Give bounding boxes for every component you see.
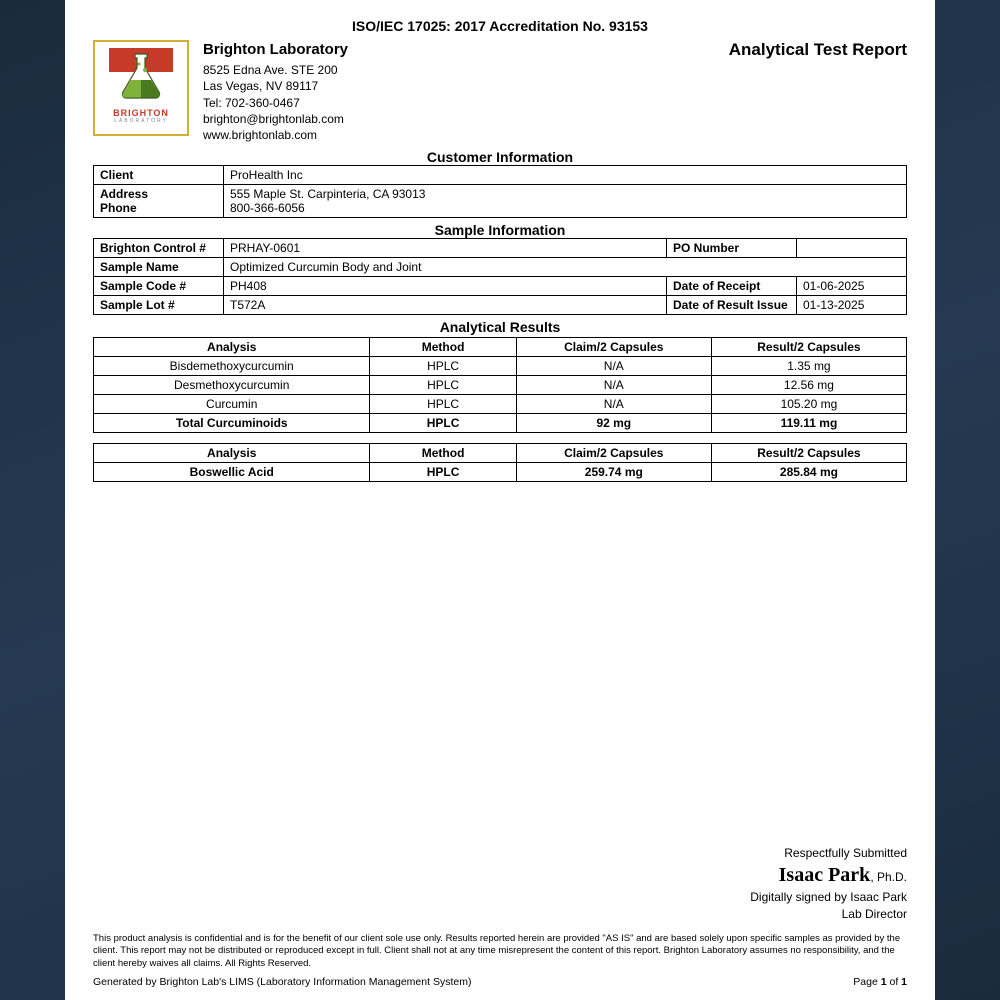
header-row: BRIGHTON LABORATORY Brighton Laboratory … [93,40,907,143]
client-value: ProHealth Inc [224,166,907,185]
code-label: Sample Code # [94,277,224,296]
report-title: Analytical Test Report [729,40,907,60]
address-phone-value: 555 Maple St. Carpinteria, CA 93013 800-… [224,185,907,218]
signer-cred: , Ph.D. [870,870,907,884]
signature-block: Respectfully Submitted Isaac Park, Ph.D.… [93,845,907,923]
sample-section-title: Sample Information [93,222,907,238]
receipt-value: 01-06-2025 [797,277,907,296]
disclaimer: This product analysis is confidential an… [93,933,907,970]
footer-page: Page 1 of 1 [853,976,907,988]
lab-addr2: Las Vegas, NV 89117 [203,78,715,94]
col-analysis: Analysis [94,338,370,357]
lab-tel: Tel: 702-360-0467 [203,95,715,111]
lot-label: Sample Lot # [94,296,224,315]
address-phone-label: Address Phone [94,185,224,218]
lab-name: Brighton Laboratory [203,40,715,60]
digitally-signed: Digitally signed by Isaac Park [93,889,907,906]
footer-generated: Generated by Brighton Lab's LIMS (Labora… [93,976,471,988]
lab-addr1: 8525 Edna Ave. STE 200 [203,62,715,78]
code-value: PH408 [224,277,667,296]
issue-label: Date of Result Issue [667,296,797,315]
table-row: DesmethoxycurcuminHPLCN/A12.56 mg [94,376,907,395]
ctrl-value: PRHAY-0601 [224,239,667,258]
results-table-2: Analysis Method Claim/2 Capsules Result/… [93,443,907,482]
sample-name-value: Optimized Curcumin Body and Joint [224,258,907,277]
signer-name: Isaac Park [779,864,871,886]
respectfully: Respectfully Submitted [93,845,907,862]
table-row: CurcuminHPLCN/A105.20 mg [94,395,907,414]
lot-value: T572A [224,296,667,315]
col-claim: Claim/2 Capsules [516,338,711,357]
lab-web: www.brightonlab.com [203,127,715,143]
signer-line: Isaac Park, Ph.D. [93,861,907,889]
sample-name-label: Sample Name [94,258,224,277]
lab-address-block: Brighton Laboratory 8525 Edna Ave. STE 2… [203,40,715,143]
ctrl-label: Brighton Control # [94,239,224,258]
table-row: BisdemethoxycurcuminHPLCN/A1.35 mg [94,357,907,376]
col-result: Result/2 Capsules [711,338,906,357]
col-method: Method [370,444,516,463]
po-value [797,239,907,258]
results-section-title: Analytical Results [93,319,907,335]
lab-email: brighton@brightonlab.com [203,111,715,127]
customer-info-table: Client ProHealth Inc Address Phone 555 M… [93,165,907,218]
lab-logo: BRIGHTON LABORATORY [93,40,189,136]
customer-section-title: Customer Information [93,149,907,165]
col-method: Method [370,338,516,357]
logo-subtext: LABORATORY [114,118,168,124]
report-page: ISO/IEC 17025: 2017 Accreditation No. 93… [65,0,935,1000]
table-total-row: Total CurcuminoidsHPLC92 mg119.11 mg [94,414,907,433]
col-result: Result/2 Capsules [711,444,906,463]
sample-info-table: Brighton Control # PRHAY-0601 PO Number … [93,238,907,315]
accreditation-line: ISO/IEC 17025: 2017 Accreditation No. 93… [93,18,907,34]
client-label: Client [94,166,224,185]
flask-icon [109,48,173,106]
po-label: PO Number [667,239,797,258]
col-analysis: Analysis [94,444,370,463]
signer-title: Lab Director [93,906,907,923]
results-table-1: Analysis Method Claim/2 Capsules Result/… [93,337,907,433]
receipt-label: Date of Receipt [667,277,797,296]
logo-text: BRIGHTON [113,108,169,118]
issue-value: 01-13-2025 [797,296,907,315]
col-claim: Claim/2 Capsules [516,444,711,463]
table-row: Boswellic AcidHPLC259.74 mg285.84 mg [94,463,907,482]
page-footer: Generated by Brighton Lab's LIMS (Labora… [93,976,907,988]
